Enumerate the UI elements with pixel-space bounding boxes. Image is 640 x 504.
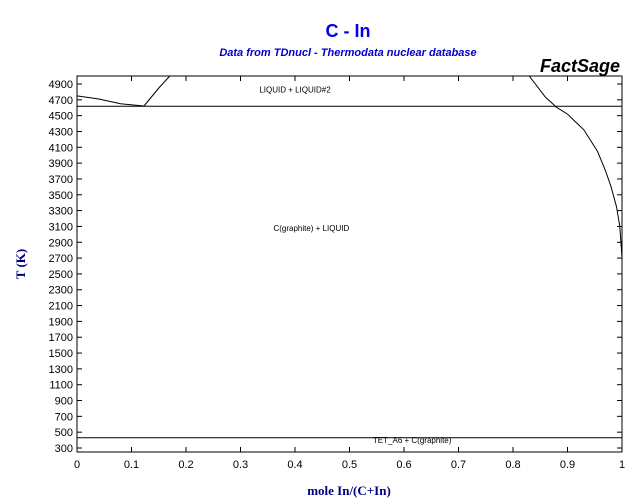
y-tick-label: 1100 [49,380,73,392]
y-tick-label: 1700 [49,332,73,344]
y-axis: 300 500 700 900 1100 1300 1500 1700 1900 2100 2300… [49,79,622,455]
factsage-logo: FactSage [540,56,620,76]
y-tick-label: 4900 [49,79,73,91]
phase-boundaries [77,76,622,439]
y-tick-label: 2500 [49,269,73,281]
y-tick-label: 3100 [49,221,73,233]
chart-title: C - In [326,21,371,41]
y-tick-label: 3500 [49,190,73,202]
y-tick-label: 300 [55,443,73,455]
y-tick-label: 700 [55,411,73,423]
y-tick-label: 4300 [49,126,73,138]
phase-region-label: LIQUID + LIQUID#2 [259,86,331,95]
x-tick-label: 0.6 [396,459,411,471]
y-tick-label: 3900 [49,158,73,170]
x-tick-label: 0.7 [451,459,466,471]
phase-boundary-line [143,76,171,107]
phase-boundary-line [77,95,145,107]
x-tick-label: 0.5 [342,459,357,471]
x-axis: 0 0.1 0.2 0.3 0.4 0.5 0.6 0.7 0.8 0.9 1 [74,76,625,471]
y-tick-label: 2900 [49,237,73,249]
y-tick-label: 1900 [49,316,73,328]
y-tick-label: 1300 [49,364,73,376]
x-tick-label: 0.2 [178,459,193,471]
phase-boundary-line [528,76,556,107]
x-axis-title: mole In/(C+In) [307,483,391,498]
x-tick-label: 0.1 [124,459,139,471]
phase-region-labels: LIQUID + LIQUID#2 C(graphite) + LIQUID TET… [259,86,451,445]
x-tick-label: 0 [74,459,80,471]
plot-frame [76,75,623,453]
y-tick-label: 4500 [49,111,73,123]
x-tick-label: 0.3 [233,459,248,471]
phase-region-label: TET_A6 + C(graphite) [373,436,452,445]
y-tick-label: 4100 [49,142,73,154]
chart-subtitle: Data from TDnucl - Thermodata nuclear da… [219,47,476,59]
y-tick-label: 2700 [49,253,73,265]
y-tick-label: 1500 [49,348,73,360]
y-axis-title: T (K) [13,249,28,279]
y-tick-label: 900 [55,396,73,408]
phase-region-label: C(graphite) + LIQUID [273,224,349,233]
y-tick-label: 3700 [49,174,73,186]
y-tick-label: 2300 [49,285,73,297]
y-tick-label: 500 [55,427,73,439]
x-tick-label: 0.9 [560,459,575,471]
y-tick-label: 3300 [49,206,73,218]
y-tick-label: 2100 [49,301,73,313]
x-tick-label: 1 [619,459,625,471]
x-tick-label: 0.4 [287,459,302,471]
phase-boundary-line [554,105,622,259]
x-tick-label: 0.8 [505,459,520,471]
y-tick-label: 4700 [49,95,73,107]
